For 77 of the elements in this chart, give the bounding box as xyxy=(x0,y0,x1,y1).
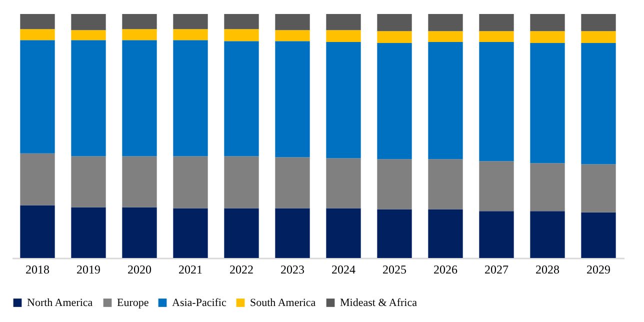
bar xyxy=(581,212,616,258)
bar xyxy=(122,29,157,40)
x-tick-label: 2027 xyxy=(484,262,508,276)
bar xyxy=(173,29,208,40)
bar xyxy=(428,14,463,32)
bar xyxy=(479,42,514,162)
bar xyxy=(224,156,259,208)
bar xyxy=(275,41,310,158)
bar xyxy=(530,31,565,44)
bar xyxy=(479,211,514,258)
bar xyxy=(275,14,310,30)
bar xyxy=(377,31,412,44)
x-tick-label: 2029 xyxy=(586,262,610,276)
bar xyxy=(326,14,361,30)
bar xyxy=(428,209,463,258)
bar xyxy=(71,40,106,156)
bar xyxy=(377,43,412,160)
x-tick-label: 2026 xyxy=(434,262,458,276)
x-tick-label: 2021 xyxy=(178,262,202,276)
bar xyxy=(275,30,310,42)
bar xyxy=(122,40,157,156)
bar xyxy=(173,40,208,156)
bar xyxy=(122,207,157,258)
bar xyxy=(377,209,412,258)
legend-label: North America xyxy=(27,296,93,309)
x-tick-label: 2028 xyxy=(536,262,560,276)
bar xyxy=(173,208,208,258)
bar xyxy=(530,14,565,32)
bar xyxy=(479,14,514,32)
x-tick-label: 2025 xyxy=(382,262,406,276)
bar xyxy=(530,211,565,258)
bar xyxy=(479,161,514,212)
bar xyxy=(20,29,55,40)
bar xyxy=(581,164,616,212)
legend-label: Asia-Pacific xyxy=(172,296,226,309)
bar xyxy=(581,31,616,44)
legend-label: Europe xyxy=(117,296,149,309)
x-tick-label: 2018 xyxy=(26,262,50,276)
bar xyxy=(581,14,616,32)
bar xyxy=(479,31,514,42)
x-tick-label: 2020 xyxy=(128,262,152,276)
bar xyxy=(20,205,55,258)
bar xyxy=(224,14,259,30)
legend-label: Mideast & Africa xyxy=(340,296,418,309)
bar xyxy=(71,207,106,258)
x-tick-label: 2019 xyxy=(76,262,100,276)
bar xyxy=(377,159,412,210)
bar xyxy=(173,156,208,208)
bar xyxy=(20,40,55,154)
x-tick-label: 2022 xyxy=(230,262,254,276)
bar xyxy=(377,14,412,32)
bar xyxy=(530,163,565,212)
bar xyxy=(326,208,361,258)
bar xyxy=(530,43,565,164)
bar xyxy=(428,31,463,42)
bar xyxy=(326,30,361,42)
bar xyxy=(428,42,463,160)
bar xyxy=(224,41,259,156)
bar xyxy=(20,14,55,30)
bar xyxy=(122,14,157,30)
bar xyxy=(224,29,259,42)
bar xyxy=(581,43,616,164)
bar xyxy=(224,208,259,258)
legend-label: South America xyxy=(250,296,316,309)
bar xyxy=(173,14,208,30)
bar xyxy=(428,159,463,210)
x-tick-label: 2023 xyxy=(280,262,304,276)
bar xyxy=(275,208,310,258)
bar xyxy=(71,30,106,40)
x-tick-label: 2024 xyxy=(332,262,356,276)
bar xyxy=(275,157,310,208)
bar xyxy=(122,156,157,208)
bar xyxy=(71,14,106,30)
bar xyxy=(326,42,361,158)
bar xyxy=(326,158,361,208)
bar xyxy=(71,156,106,208)
bar xyxy=(20,153,55,206)
